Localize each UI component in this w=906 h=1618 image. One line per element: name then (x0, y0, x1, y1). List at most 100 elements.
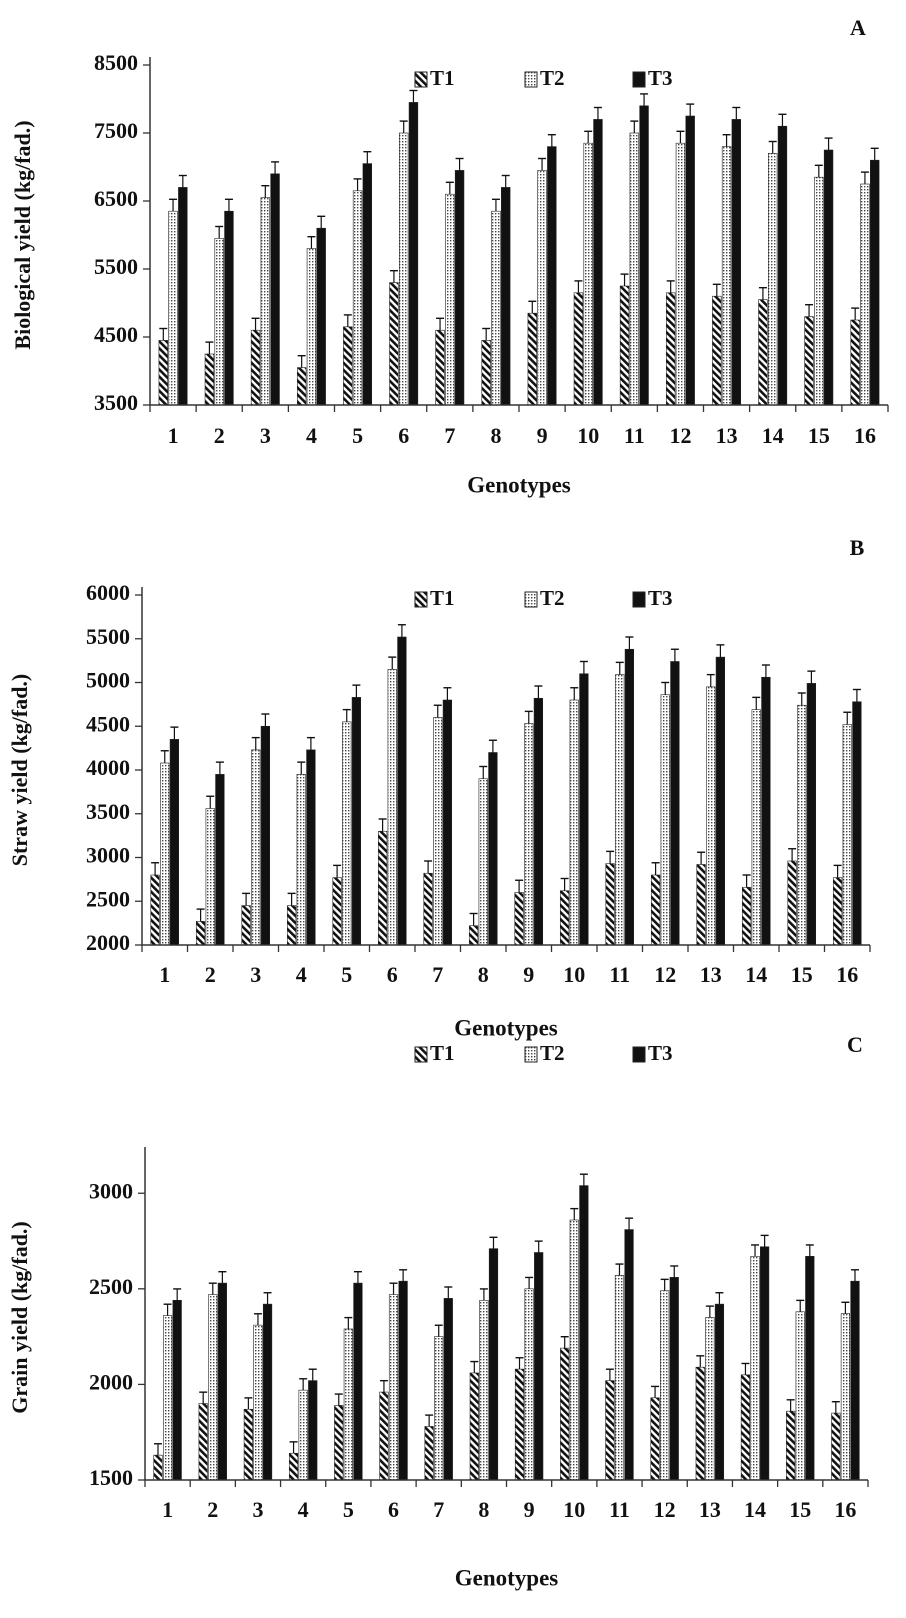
bar-t3-genotype-6 (398, 1280, 408, 1481)
bar-t1-genotype-5 (343, 326, 353, 406)
x-tick-label: 14 (744, 1497, 766, 1522)
bar-t2-genotype-14 (751, 709, 761, 946)
bar-t3-genotype-16 (852, 701, 862, 946)
panel-label: A (850, 15, 866, 40)
bar-t3-genotype-1 (172, 1299, 182, 1481)
x-tick-label: 6 (387, 962, 398, 987)
x-tick-label: 15 (789, 1497, 811, 1522)
y-tick-label: 3000 (89, 1178, 133, 1203)
bar-t2-genotype-8 (491, 210, 501, 406)
x-tick-label: 7 (433, 1497, 444, 1522)
y-axis-title: Grain yield (kg/fad.) (7, 1221, 32, 1414)
x-tick-label: 1 (162, 1497, 173, 1522)
x-tick-label: 9 (523, 962, 534, 987)
bar-t3-genotype-8 (488, 752, 498, 946)
legend-swatch-t3 (632, 1046, 646, 1063)
x-tick-label: 11 (624, 423, 645, 448)
bar-t1-genotype-6 (379, 1391, 389, 1481)
x-tick-label: 3 (252, 1497, 263, 1522)
x-tick-label: 7 (444, 423, 455, 448)
x-tick-label: 3 (250, 962, 261, 987)
bar-t1-genotype-4 (288, 1452, 299, 1481)
legend-label-t3: T3 (648, 586, 673, 610)
x-tick-label: 9 (537, 423, 548, 448)
x-tick-label: 6 (398, 423, 409, 448)
x-tick-label: 7 (432, 962, 443, 987)
y-tick-label: 3500 (86, 799, 130, 824)
bar-t2-genotype-7 (445, 193, 455, 406)
bar-t2-genotype-4 (298, 1389, 308, 1481)
bar-t3-genotype-10 (593, 119, 603, 406)
bar-t1-genotype-9 (514, 1368, 525, 1481)
bar-t3-genotype-8 (488, 1248, 499, 1481)
bar-t1-genotype-5 (334, 1405, 344, 1481)
bar-t2-genotype-8 (478, 778, 488, 946)
x-tick-label: 3 (260, 423, 271, 448)
x-tick-label: 8 (478, 962, 489, 987)
x-tick-label: 1 (168, 423, 179, 448)
x-axis-title: Genotypes (454, 1015, 558, 1040)
legend-swatch-t3 (632, 71, 646, 88)
bar-t1-genotype-9 (527, 312, 537, 406)
x-tick-label: 2 (207, 1497, 218, 1522)
bar-t2-genotype-12 (660, 1290, 670, 1481)
bar-t3-genotype-1 (169, 739, 180, 946)
legend: T1 T2 T3 (414, 1041, 673, 1065)
bar-t2-genotype-6 (387, 669, 397, 946)
x-tick-label: 5 (343, 1497, 354, 1522)
bar-t1-genotype-15 (786, 1410, 796, 1481)
bar-t1-genotype-15 (804, 316, 814, 406)
bar-t2-genotype-13 (706, 686, 716, 946)
x-tick-label: 5 (341, 962, 352, 987)
bar-t1-genotype-10 (573, 292, 584, 406)
bar-t3-genotype-9 (547, 146, 557, 406)
x-tick-label: 1 (159, 962, 170, 987)
bar-t3-genotype-13 (714, 1303, 725, 1481)
bar-t1-genotype-12 (650, 874, 661, 946)
x-axis-title: Genotypes (455, 1565, 559, 1590)
bar-t2-genotype-4 (296, 774, 306, 946)
bar-t2-genotype-16 (860, 183, 870, 406)
bar-t2-genotype-4 (306, 248, 317, 406)
bar-t2-genotype-2 (208, 1294, 218, 1481)
bar-t2-genotype-11 (614, 1275, 625, 1481)
x-tick-label: 5 (352, 423, 363, 448)
x-tick-label: 10 (563, 1497, 585, 1522)
bar-t1-genotype-13 (696, 864, 706, 946)
y-tick-label: 1500 (89, 1465, 133, 1490)
x-tick-label: 16 (834, 1497, 856, 1522)
bar-t2-genotype-8 (479, 1299, 489, 1481)
bar-t1-genotype-2 (204, 353, 215, 406)
bar-t2-genotype-9 (524, 1288, 534, 1481)
bar-t1-genotype-12 (665, 292, 676, 406)
bar-t2-genotype-9 (524, 723, 534, 946)
bar-t3-genotype-11 (624, 1229, 634, 1481)
y-tick-label: 5500 (94, 254, 138, 279)
bar-t3-genotype-14 (760, 1246, 770, 1481)
bar-t3-genotype-12 (685, 115, 695, 406)
bar-t1-genotype-1 (158, 340, 168, 406)
x-tick-label: 6 (388, 1497, 399, 1522)
x-tick-label: 11 (609, 1497, 630, 1522)
bar-t3-genotype-15 (805, 1256, 815, 1481)
bar-t2-genotype-14 (768, 153, 778, 406)
y-tick-label: 2000 (86, 930, 130, 955)
y-tick-label: 5500 (86, 624, 130, 649)
x-tick-label: 15 (808, 423, 830, 448)
bar-t1-genotype-14 (758, 299, 768, 406)
legend-swatch-t2 (524, 71, 538, 88)
bar-t3-genotype-16 (850, 1280, 860, 1481)
bar-t2-genotype-9 (537, 170, 547, 406)
bar-t1-genotype-8 (469, 1372, 479, 1481)
bar-t2-genotype-6 (399, 132, 409, 406)
bar-t2-genotype-1 (168, 210, 178, 406)
x-tick-label: 12 (654, 962, 676, 987)
bar-t3-genotype-2 (217, 1282, 227, 1481)
bar-t3-genotype-14 (761, 676, 771, 946)
bar-t2-genotype-16 (840, 1313, 850, 1481)
y-tick-label: 7500 (94, 118, 138, 143)
bar-t2-genotype-12 (660, 694, 670, 946)
